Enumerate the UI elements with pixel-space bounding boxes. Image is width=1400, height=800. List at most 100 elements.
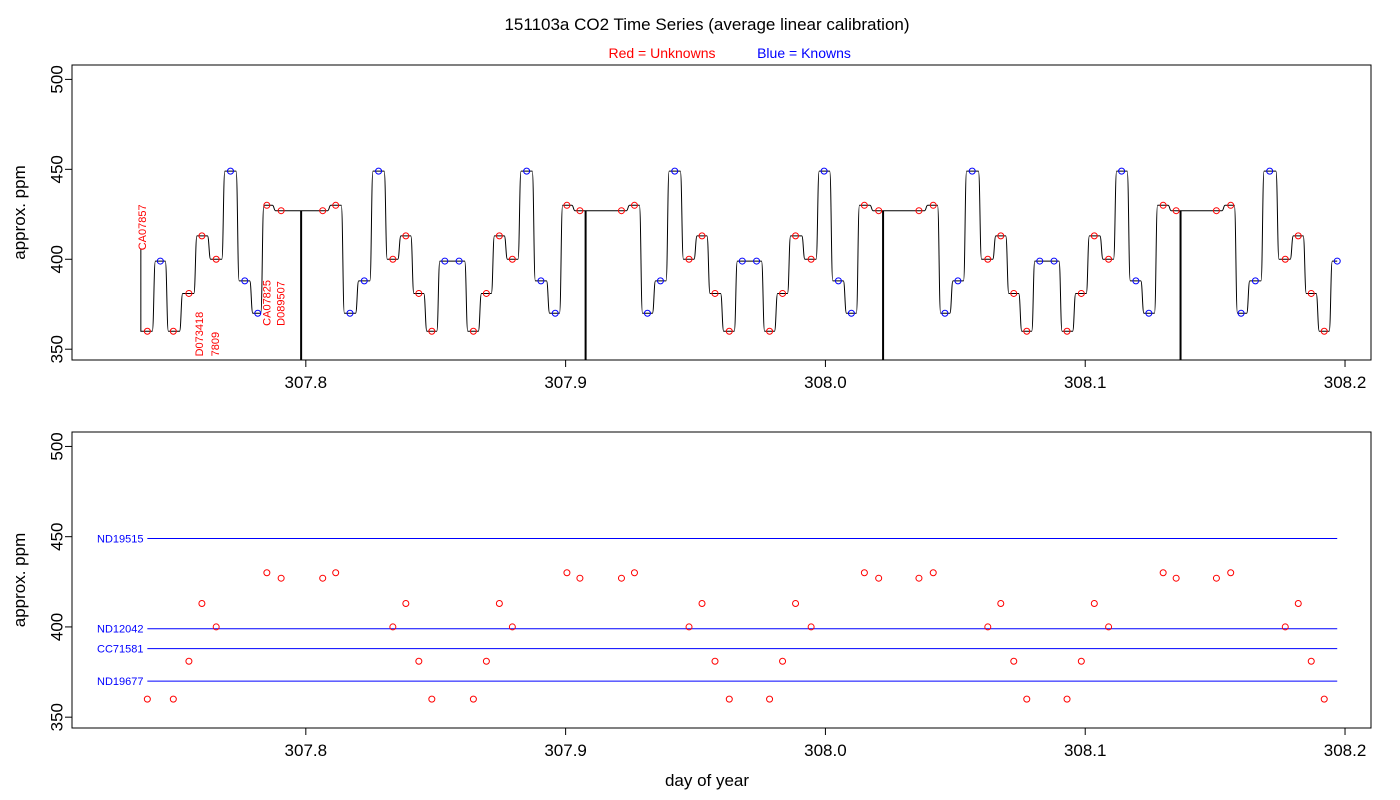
- known-point: [360, 277, 368, 285]
- unknown-point: [725, 695, 733, 703]
- unknown-point: [1281, 255, 1289, 263]
- unknown-point: [185, 657, 193, 665]
- known-point: [551, 309, 559, 317]
- known-point: [847, 309, 855, 317]
- unknown-point: [1212, 207, 1220, 215]
- legend-knowns: Blue = Knowns: [757, 45, 851, 61]
- known-point: [523, 167, 531, 175]
- known-point: [1333, 257, 1341, 265]
- unknown-point: [1212, 574, 1220, 582]
- unknown-point: [779, 289, 787, 297]
- known-point: [1266, 167, 1274, 175]
- unknown-point: [428, 327, 436, 335]
- known-point: [753, 257, 761, 265]
- unknown-point: [1063, 695, 1071, 703]
- unknown-point: [415, 289, 423, 297]
- unknown-point: [929, 569, 937, 577]
- unknown-point: [685, 623, 693, 631]
- unknown-point: [508, 255, 516, 263]
- unknown-point: [212, 255, 220, 263]
- unknown-point: [997, 599, 1005, 607]
- unknown-point: [508, 623, 516, 631]
- plot-frame: [71, 431, 1372, 729]
- unknown-point: [1307, 657, 1315, 665]
- unknown-point: [792, 599, 800, 607]
- unknown-point: [198, 232, 206, 240]
- known-point: [1036, 257, 1044, 265]
- x-tick-label: 308.0: [804, 741, 847, 760]
- unknown-point: [984, 623, 992, 631]
- known-point: [1050, 257, 1058, 265]
- unknown-point: [997, 232, 1005, 240]
- sample-annotation: CA07825: [262, 280, 274, 326]
- unknown-point: [198, 599, 206, 607]
- unknown-point: [415, 657, 423, 665]
- sample-annotation: D089507: [276, 281, 288, 326]
- known-point: [241, 277, 249, 285]
- unknown-point: [1105, 255, 1113, 263]
- unknown-point: [169, 695, 177, 703]
- unknown-point: [169, 327, 177, 335]
- unknown-point: [807, 255, 815, 263]
- unknown-point: [725, 327, 733, 335]
- unknown-point: [495, 599, 503, 607]
- y-tick-label: 450: [47, 522, 66, 550]
- y-tick-label: 400: [47, 613, 66, 641]
- bottom-panel: 350 400 450 500 approx. ppm 307.8 307.9 308.0 30…: [10, 431, 1372, 760]
- unknown-point: [766, 327, 774, 335]
- unknown-point: [563, 201, 571, 209]
- unknown-point: [1010, 289, 1018, 297]
- co2-trace: [140, 170, 1338, 360]
- unknown-point: [1023, 695, 1031, 703]
- unknown-point: [1077, 289, 1085, 297]
- unknown-point: [482, 657, 490, 665]
- unknown-point: [1010, 657, 1018, 665]
- known-point: [738, 257, 746, 265]
- unknown-point: [263, 201, 271, 209]
- known-point: [941, 309, 949, 317]
- unknown-point: [402, 232, 410, 240]
- unknown-point: [185, 289, 193, 297]
- x-axis-label: day of year: [665, 771, 749, 790]
- known-point: [1145, 309, 1153, 317]
- y-axis-label: approx. ppm: [10, 165, 29, 260]
- unknown-point: [469, 327, 477, 335]
- unknown-point: [143, 695, 151, 703]
- known-point: [643, 309, 651, 317]
- unknown-point: [1281, 623, 1289, 631]
- known-point: [455, 257, 463, 265]
- unknown-point: [482, 289, 490, 297]
- x-tick-label: 308.1: [1064, 373, 1107, 392]
- x-tick-label: 308.1: [1064, 741, 1107, 760]
- unknown-point: [563, 569, 571, 577]
- unknown-point: [1294, 232, 1302, 240]
- known-point: [441, 257, 449, 265]
- unknown-point: [332, 201, 340, 209]
- unknown-point: [875, 207, 883, 215]
- unknown-point: [469, 695, 477, 703]
- known-point: [375, 167, 383, 175]
- top-panel: 350 400 450 500 approx. ppm 307.8 307.9 308.0 30…: [10, 64, 1372, 392]
- unknown-point: [929, 201, 937, 209]
- known-point: [346, 309, 354, 317]
- unknown-point: [1294, 599, 1302, 607]
- known-point: [954, 277, 962, 285]
- reference-label: ND19515: [97, 533, 143, 545]
- unknown-point: [263, 569, 271, 577]
- unknown-point: [630, 201, 638, 209]
- x-tick-label: 308.2: [1324, 741, 1367, 760]
- x-tick-label: 307.9: [544, 373, 587, 392]
- unknown-point: [332, 569, 340, 577]
- reference-label: ND12042: [97, 624, 143, 636]
- unknown-point: [1307, 289, 1315, 297]
- unknown-point: [1023, 327, 1031, 335]
- known-point: [226, 167, 234, 175]
- unknown-point: [860, 201, 868, 209]
- unknown-point: [1320, 327, 1328, 335]
- unknown-point: [1172, 207, 1180, 215]
- unknown-point: [915, 574, 923, 582]
- unknown-point: [576, 207, 584, 215]
- chart-title: 151103a CO2 Time Series (average linear …: [504, 15, 909, 34]
- unknown-point: [1090, 232, 1098, 240]
